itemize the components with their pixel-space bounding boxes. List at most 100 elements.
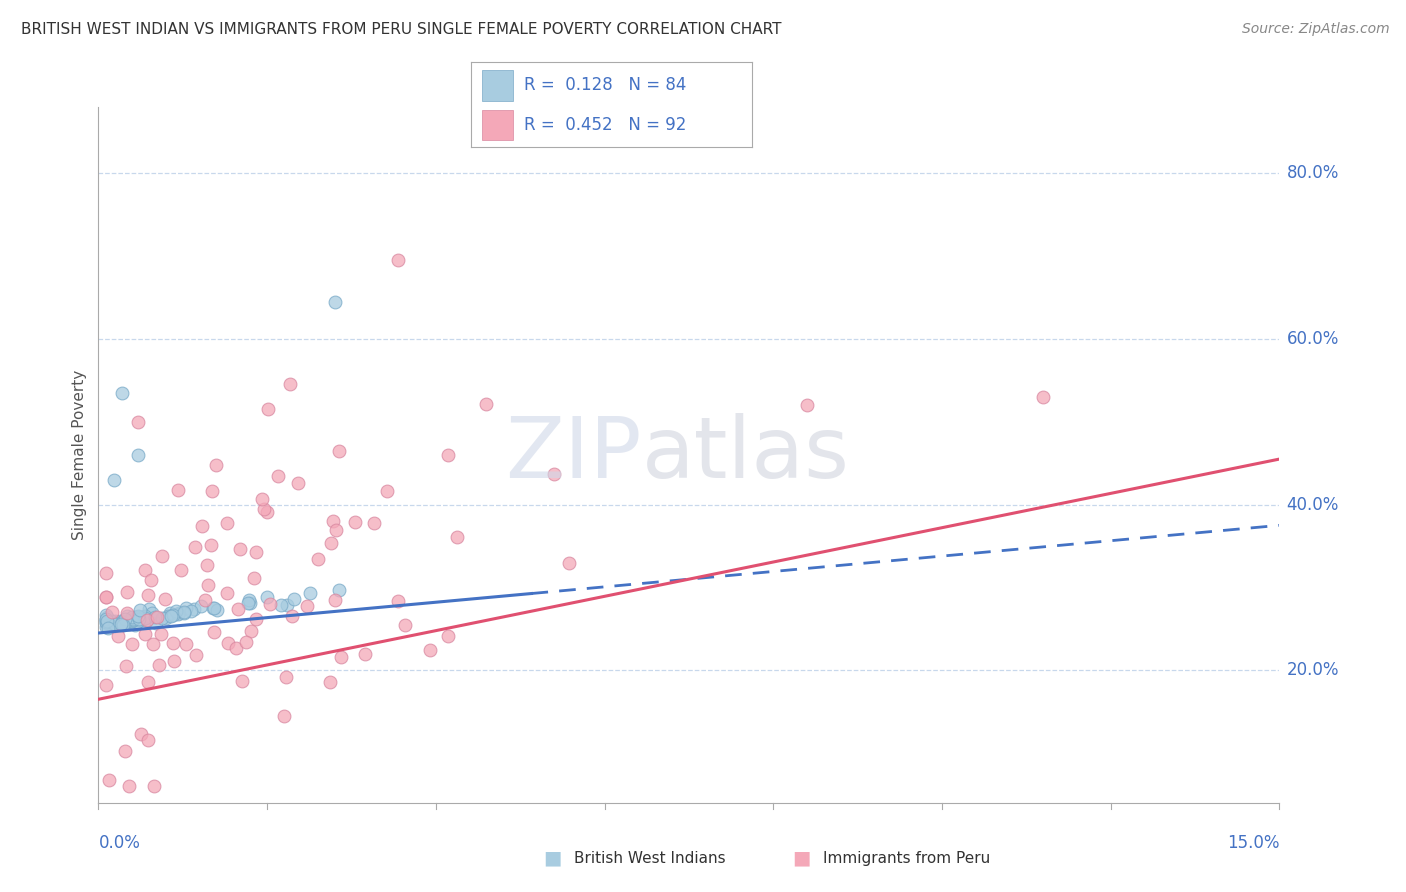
Point bbox=[170, 563, 193, 577]
Point bbox=[117, 615, 139, 629]
Point bbox=[274, 670, 297, 684]
Point bbox=[101, 616, 124, 631]
Point bbox=[128, 614, 150, 628]
Point bbox=[375, 483, 398, 498]
Point bbox=[110, 617, 132, 632]
Point bbox=[283, 591, 305, 606]
Point bbox=[115, 585, 138, 599]
Point bbox=[276, 598, 298, 612]
Text: atlas: atlas bbox=[641, 413, 849, 497]
Point bbox=[165, 604, 187, 618]
Point bbox=[215, 516, 238, 531]
Text: R =  0.128   N = 84: R = 0.128 N = 84 bbox=[524, 77, 686, 95]
Point bbox=[112, 617, 135, 632]
Point bbox=[122, 613, 145, 627]
Point bbox=[111, 385, 134, 400]
Point bbox=[166, 483, 188, 498]
Point bbox=[107, 617, 129, 632]
Point bbox=[558, 556, 581, 570]
Point bbox=[236, 596, 259, 610]
Point bbox=[239, 596, 262, 610]
Point bbox=[319, 536, 342, 550]
Point bbox=[150, 610, 173, 624]
Point bbox=[148, 657, 170, 672]
Point bbox=[419, 642, 441, 657]
Point bbox=[96, 566, 118, 580]
Point bbox=[363, 516, 385, 530]
Point bbox=[96, 678, 118, 692]
Point bbox=[235, 634, 257, 648]
Point bbox=[197, 578, 219, 592]
Point bbox=[353, 647, 375, 661]
Point bbox=[273, 709, 295, 723]
Point bbox=[239, 624, 262, 639]
Point bbox=[136, 588, 159, 602]
Text: 0.0%: 0.0% bbox=[98, 834, 141, 852]
Point bbox=[117, 616, 139, 631]
Y-axis label: Single Female Poverty: Single Female Poverty bbox=[72, 370, 87, 540]
Point bbox=[96, 612, 118, 626]
Point bbox=[256, 505, 278, 519]
Point bbox=[104, 614, 127, 628]
Point bbox=[150, 549, 173, 563]
Point bbox=[145, 616, 167, 631]
Point bbox=[101, 605, 124, 619]
Point bbox=[256, 590, 278, 604]
Point bbox=[169, 607, 191, 621]
Point bbox=[107, 615, 129, 629]
Point bbox=[104, 616, 127, 631]
Point bbox=[194, 593, 217, 607]
Text: BRITISH WEST INDIAN VS IMMIGRANTS FROM PERU SINGLE FEMALE POVERTY CORRELATION CH: BRITISH WEST INDIAN VS IMMIGRANTS FROM P… bbox=[21, 22, 782, 37]
Point bbox=[134, 610, 156, 624]
Point bbox=[128, 612, 150, 626]
Point bbox=[242, 571, 264, 585]
Point bbox=[115, 658, 138, 673]
Point bbox=[204, 600, 226, 615]
Point bbox=[127, 615, 149, 629]
Point bbox=[278, 376, 301, 391]
Point bbox=[96, 615, 118, 630]
Point bbox=[96, 611, 118, 625]
Point bbox=[121, 609, 143, 624]
Point bbox=[226, 602, 249, 616]
Point bbox=[111, 616, 134, 631]
Point bbox=[281, 608, 304, 623]
Point bbox=[475, 397, 498, 411]
Point bbox=[245, 545, 267, 559]
Point bbox=[143, 779, 166, 793]
Point bbox=[155, 611, 177, 625]
Point bbox=[96, 615, 118, 629]
Text: 40.0%: 40.0% bbox=[1286, 496, 1339, 514]
Point bbox=[1032, 390, 1054, 404]
Point bbox=[107, 629, 129, 643]
Text: Immigrants from Peru: Immigrants from Peru bbox=[823, 851, 990, 865]
Point bbox=[129, 614, 152, 628]
Point bbox=[163, 654, 186, 668]
Bar bbox=[482, 70, 513, 101]
Point bbox=[295, 599, 318, 613]
Point bbox=[253, 502, 276, 516]
Text: ■: ■ bbox=[792, 848, 811, 868]
Point bbox=[225, 640, 247, 655]
Point bbox=[115, 606, 138, 620]
Point bbox=[159, 609, 181, 624]
Point bbox=[228, 541, 250, 556]
Point bbox=[173, 607, 195, 621]
Point bbox=[103, 619, 125, 633]
Point bbox=[287, 476, 309, 491]
Point bbox=[134, 563, 156, 577]
Point bbox=[328, 583, 350, 598]
Point bbox=[180, 603, 202, 617]
Point bbox=[184, 648, 207, 662]
Point bbox=[323, 294, 346, 309]
Point bbox=[127, 608, 149, 623]
Point bbox=[111, 615, 134, 629]
Point bbox=[96, 590, 118, 604]
Point bbox=[141, 606, 163, 620]
Point bbox=[202, 624, 225, 639]
Point bbox=[118, 779, 141, 793]
Point bbox=[96, 613, 118, 627]
Point bbox=[134, 608, 156, 623]
Point bbox=[205, 458, 228, 472]
Text: 60.0%: 60.0% bbox=[1286, 330, 1339, 348]
